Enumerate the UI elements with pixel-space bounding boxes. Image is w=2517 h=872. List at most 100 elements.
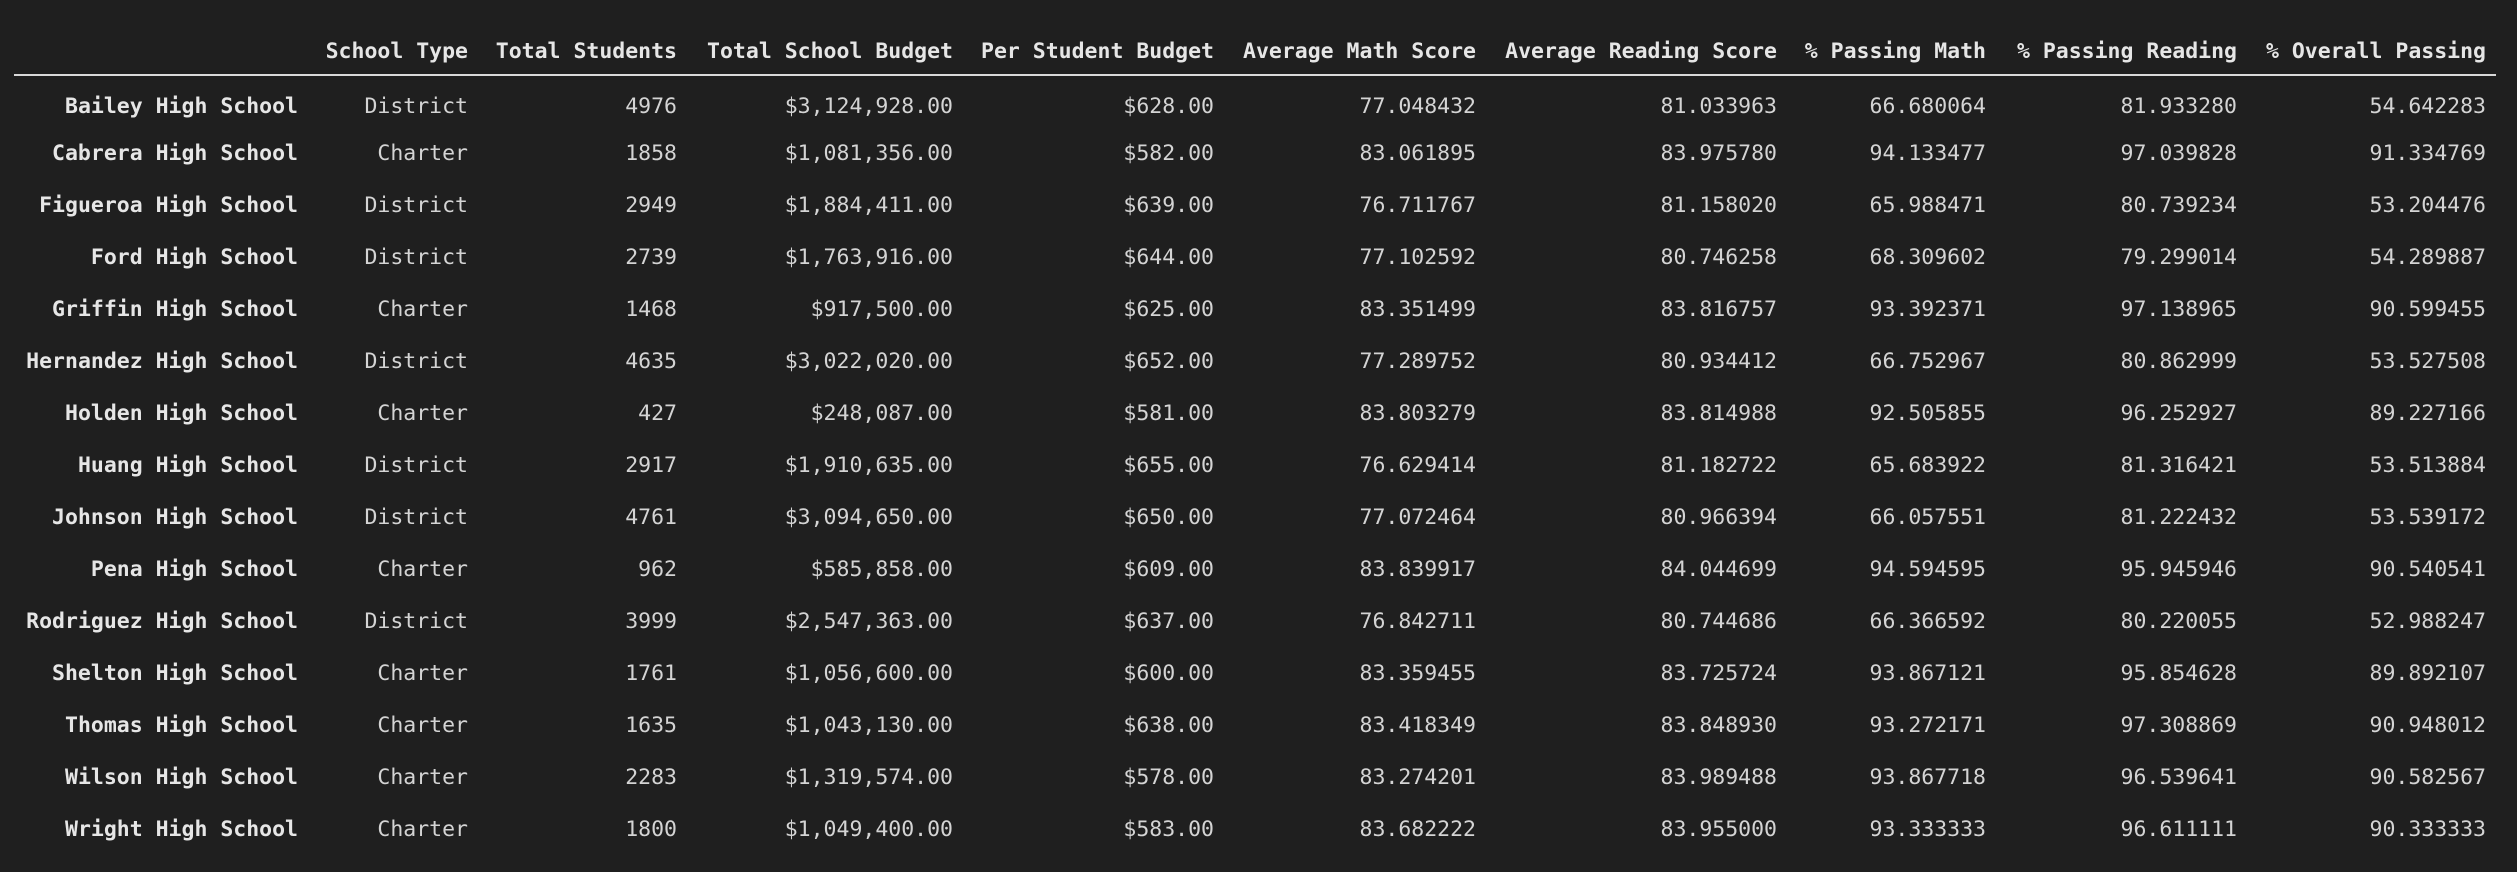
table-cell: 89.227166: [2369, 400, 2487, 426]
table-cell: 83.682222: [1359, 816, 1477, 842]
school-name: Holden High School: [65, 400, 298, 426]
table-cell: 76.711767: [1359, 192, 1477, 218]
table-cell: District: [364, 504, 468, 530]
table-cell: 53.513884: [2369, 452, 2487, 478]
table-cell: 77.289752: [1359, 348, 1477, 374]
table-row: Hernandez High School District 4635 $3,022,…: [14, 335, 2496, 387]
table-cell: $578.00: [1123, 764, 1214, 790]
header-row: School Type Total Students Total School Bu…: [14, 28, 2496, 76]
table-cell: 83.839917: [1359, 556, 1477, 582]
table-cell: 95.854628: [2120, 660, 2238, 686]
table-cell: 83.725724: [1660, 660, 1778, 686]
table-cell: 65.683922: [1869, 452, 1987, 478]
table-row: Figueroa High School District 2949 $1,884,4…: [14, 179, 2496, 231]
table-cell: 83.351499: [1359, 296, 1477, 322]
table-row: Thomas High School Charter 1635 $1,043,130.…: [14, 699, 2496, 751]
table-cell: Charter: [377, 556, 468, 582]
table-cell: 4761: [625, 504, 677, 530]
table-cell: 76.629414: [1359, 452, 1477, 478]
table-cell: Charter: [377, 660, 468, 686]
table-cell: 54.642283: [2369, 94, 2487, 119]
table-cell: 2917: [625, 452, 677, 478]
table-cell: 90.333333: [2369, 816, 2487, 842]
column-header: % Passing Reading: [1996, 28, 2247, 76]
table-cell: $581.00: [1123, 400, 1214, 426]
table-cell: 427: [638, 400, 677, 426]
table-cell: 90.948012: [2369, 712, 2487, 738]
table-cell: 89.892107: [2369, 660, 2487, 686]
school-name: Wilson High School: [65, 764, 298, 790]
table-row: Wilson High School Charter 2283 $1,319,574.…: [14, 751, 2496, 803]
table-cell: 1468: [625, 296, 677, 322]
table-cell: $1,319,574.00: [784, 764, 953, 790]
table-cell: Charter: [377, 764, 468, 790]
table-cell: District: [364, 192, 468, 218]
table-cell: 76.842711: [1359, 608, 1477, 634]
table-cell: 77.102592: [1359, 244, 1477, 270]
table-cell: 1858: [625, 140, 677, 166]
table-cell: 66.057551: [1869, 504, 1987, 530]
table-cell: 68.309602: [1869, 244, 1987, 270]
school-name: Hernandez High School: [26, 348, 298, 374]
table-cell: 53.527508: [2369, 348, 2487, 374]
table-cell: 94.594595: [1869, 556, 1987, 582]
table-cell: 84.044699: [1660, 556, 1778, 582]
column-header: Per Student Budget: [963, 28, 1224, 76]
table-cell: 92.505855: [1869, 400, 1987, 426]
table-cell: $1,056,600.00: [784, 660, 953, 686]
table-cell: $609.00: [1123, 556, 1214, 582]
table-row: Bailey High School District 4976 $3,124,928…: [14, 75, 2496, 127]
table-cell: $650.00: [1123, 504, 1214, 530]
table-cell: $582.00: [1123, 140, 1214, 166]
table-cell: $652.00: [1123, 348, 1214, 374]
table-cell: $1,910,635.00: [784, 452, 953, 478]
table-cell: 83.274201: [1359, 764, 1477, 790]
table-cell: 93.392371: [1869, 296, 1987, 322]
table-cell: $644.00: [1123, 244, 1214, 270]
column-header: Average Math Score: [1224, 28, 1486, 76]
table-cell: 96.539641: [2120, 764, 2238, 790]
school-name: Thomas High School: [65, 712, 298, 738]
table-cell: 52.988247: [2369, 608, 2487, 634]
table-cell: 80.220055: [2120, 608, 2238, 634]
column-header: % Overall Passing: [2247, 28, 2496, 76]
table-body: Bailey High School District 4976 $3,124,928…: [14, 75, 2496, 855]
school-name: Ford High School: [90, 244, 298, 270]
table-cell: 96.611111: [2120, 816, 2238, 842]
table-cell: 80.739234: [2120, 192, 2238, 218]
table-cell: 80.744686: [1660, 608, 1778, 634]
table-cell: 1800: [625, 816, 677, 842]
table-cell: 90.582567: [2369, 764, 2487, 790]
table-cell: $3,022,020.00: [784, 348, 953, 374]
table-cell: 90.540541: [2369, 556, 2487, 582]
table-cell: $625.00: [1123, 296, 1214, 322]
table-cell: $655.00: [1123, 452, 1214, 478]
table-cell: 83.816757: [1660, 296, 1778, 322]
table-row: Huang High School District 2917 $1,910,635.…: [14, 439, 2496, 491]
table-cell: 81.158020: [1660, 192, 1778, 218]
table-cell: 2949: [625, 192, 677, 218]
table-cell: 77.048432: [1359, 94, 1477, 119]
table-cell: $2,547,363.00: [784, 608, 953, 634]
school-name: Bailey High School: [65, 94, 298, 119]
table-cell: $248,087.00: [810, 400, 953, 426]
table-row: Rodriguez High School District 3999 $2,547,…: [14, 595, 2496, 647]
school-name: Wright High School: [65, 816, 298, 842]
table-cell: $1,043,130.00: [784, 712, 953, 738]
table-cell: 93.333333: [1869, 816, 1987, 842]
column-header: Total School Budget: [687, 28, 963, 76]
table-cell: 97.308869: [2120, 712, 2238, 738]
table-cell: 80.862999: [2120, 348, 2238, 374]
table-cell: $3,124,928.00: [784, 94, 953, 119]
table-cell: $628.00: [1123, 94, 1214, 119]
table-cell: $585,858.00: [810, 556, 953, 582]
table-row: Pena High School Charter 962 $585,858.00 $60…: [14, 543, 2496, 595]
table-row: Johnson High School District 4761 $3,094,65…: [14, 491, 2496, 543]
table-cell: District: [364, 244, 468, 270]
table-cell: 95.945946: [2120, 556, 2238, 582]
table-cell: 90.599455: [2369, 296, 2487, 322]
table-cell: $1,763,916.00: [784, 244, 953, 270]
school-name: Johnson High School: [52, 504, 298, 530]
column-header: Average Reading Score: [1486, 28, 1787, 76]
